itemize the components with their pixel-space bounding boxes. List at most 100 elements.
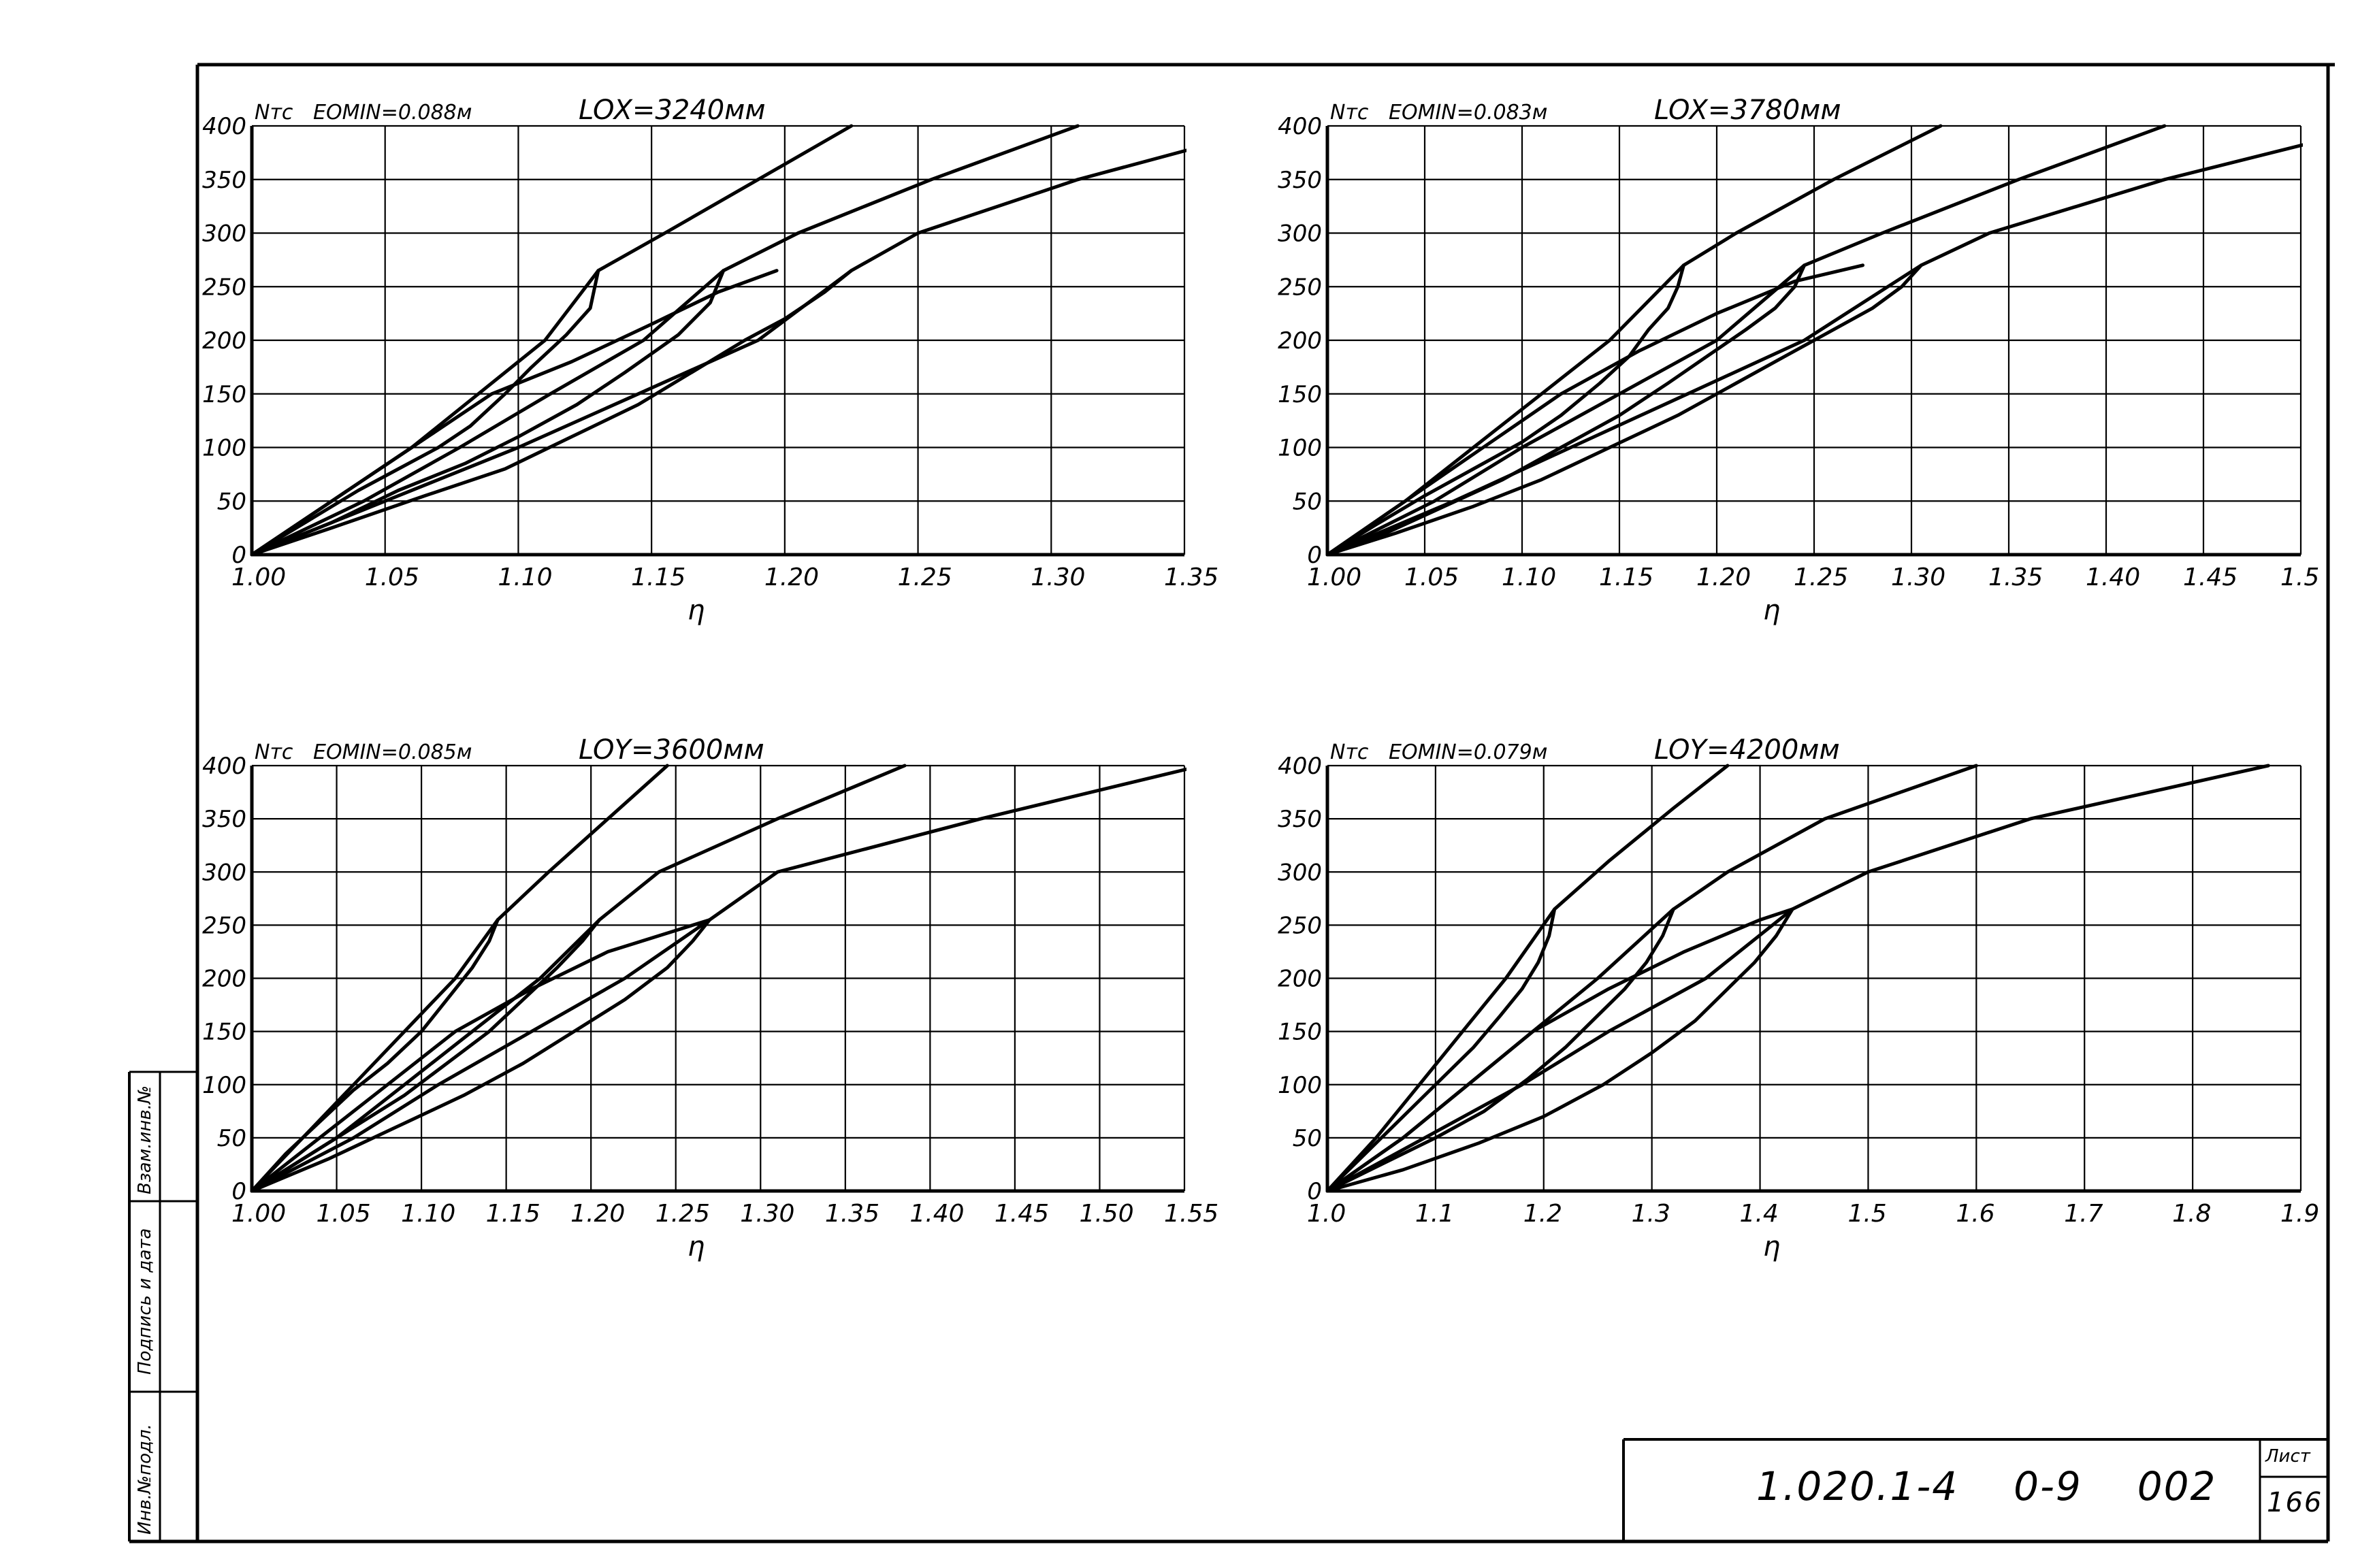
y-tick-label: 50 bbox=[1293, 1125, 1322, 1152]
x-tick-label: 1.10 bbox=[401, 1200, 455, 1228]
y-tick-label: 250 bbox=[202, 274, 246, 301]
x-tick-label: 1.40 bbox=[909, 1200, 964, 1228]
x-tick-label: 1.5 bbox=[1847, 1200, 1886, 1228]
y-tick-label: 0 bbox=[231, 1178, 246, 1205]
series-line-3 bbox=[250, 148, 1186, 557]
series-line-6 bbox=[1325, 263, 1807, 557]
x-tick-label: 1.15 bbox=[486, 1200, 540, 1228]
x-tick-label: 1.55 bbox=[1164, 1200, 1218, 1228]
drawing-code: 1.020.1-4 0-9 002 bbox=[1756, 1463, 2216, 1509]
x-tick-label: 1.35 bbox=[1164, 564, 1218, 591]
y-tick-label: 150 bbox=[202, 1019, 246, 1046]
series-line-7 bbox=[1325, 263, 1923, 557]
x-tick-label: 1.7 bbox=[2064, 1200, 2103, 1228]
drawing-code-part-2: 0-9 bbox=[2014, 1463, 2082, 1509]
y-tick-label: 400 bbox=[202, 753, 246, 780]
eomin-label: EOMIN=0.083м bbox=[1389, 101, 1547, 125]
x-tick-label: 1.30 bbox=[1031, 564, 1085, 591]
x-tick-label: 1.30 bbox=[740, 1200, 794, 1228]
x-tick-label: 1.05 bbox=[1404, 564, 1459, 591]
x-tick-label: 1.5 bbox=[2280, 564, 2319, 591]
y-tick-label: 350 bbox=[202, 806, 246, 833]
x-tick-label: 1.20 bbox=[764, 564, 819, 591]
series-line-5 bbox=[1325, 263, 1685, 557]
drawing-code-part-3: 002 bbox=[2137, 1463, 2217, 1509]
x-axis-label: η bbox=[1763, 1231, 1780, 1262]
series-line-1 bbox=[1325, 764, 1730, 1193]
series-line-7 bbox=[250, 269, 854, 557]
y-axis-header: Nтс bbox=[255, 101, 293, 125]
y-tick-label: 400 bbox=[1278, 113, 1322, 140]
x-tick-label: 1.00 bbox=[231, 564, 286, 591]
y-tick-label: 50 bbox=[217, 488, 246, 515]
x-tick-label: 1.10 bbox=[1502, 564, 1556, 591]
x-tick-label: 1.40 bbox=[2086, 564, 2140, 591]
x-tick-label: 1.25 bbox=[1794, 564, 1848, 591]
side-label-replacement: Взам.инв.№ bbox=[135, 1085, 155, 1194]
series-line-4 bbox=[1325, 263, 1864, 557]
series-line-7 bbox=[250, 918, 711, 1193]
series-line-7 bbox=[1325, 907, 1794, 1193]
y-tick-label: 0 bbox=[1307, 1178, 1322, 1205]
series-line-5 bbox=[250, 269, 600, 557]
x-tick-label: 1.45 bbox=[2183, 564, 2237, 591]
x-tick-label: 1.25 bbox=[898, 564, 952, 591]
eomin-label: EOMIN=0.088м bbox=[313, 101, 472, 125]
y-tick-label: 200 bbox=[1278, 327, 1322, 355]
y-tick-label: 0 bbox=[1307, 542, 1322, 569]
x-axis-label: η bbox=[1763, 595, 1780, 626]
series-line-2 bbox=[250, 764, 907, 1193]
y-tick-label: 300 bbox=[202, 220, 246, 248]
x-tick-label: 1.05 bbox=[317, 1200, 371, 1228]
x-tick-label: 1.4 bbox=[1740, 1200, 1779, 1228]
series-line-6 bbox=[250, 918, 602, 1193]
side-label-inventory: Инв.№подл. bbox=[135, 1424, 155, 1535]
y-tick-label: 100 bbox=[202, 435, 246, 462]
y-tick-label: 150 bbox=[1278, 381, 1322, 408]
eomin-label: EOMIN=0.079м bbox=[1389, 740, 1547, 764]
series-line-3 bbox=[250, 767, 1186, 1193]
y-tick-label: 50 bbox=[217, 1125, 246, 1152]
sheet-number: 166 bbox=[2267, 1487, 2323, 1518]
x-tick-label: 1.10 bbox=[498, 564, 552, 591]
series-line-6 bbox=[1325, 907, 1675, 1193]
y-tick-label: 200 bbox=[202, 966, 246, 993]
y-axis-header: Nтс bbox=[255, 740, 293, 764]
y-tick-label: 400 bbox=[202, 113, 246, 140]
x-tick-label: 1.3 bbox=[1632, 1200, 1670, 1228]
y-tick-label: 200 bbox=[1278, 966, 1322, 993]
y-tick-label: 100 bbox=[202, 1072, 246, 1099]
y-tick-label: 100 bbox=[1278, 435, 1322, 462]
chart-3: 1.00 1.05 1.10 1.15 1.20 1.25 1.30 1.35 1.40 1.45… bbox=[202, 734, 1218, 1262]
series-line-2 bbox=[250, 124, 1080, 557]
charts-layer: 1.00 1.05 1.10 1.15 1.20 1.25 1.30 1.3505010015… bbox=[202, 95, 2319, 1262]
y-tick-label: 350 bbox=[202, 167, 246, 194]
series-line-4 bbox=[250, 269, 779, 557]
series-line-3 bbox=[1325, 764, 2270, 1193]
y-tick-label: 150 bbox=[1278, 1019, 1322, 1046]
x-tick-label: 1.20 bbox=[1696, 564, 1751, 591]
y-tick-label: 250 bbox=[1278, 274, 1322, 301]
series-line-5 bbox=[1325, 907, 1557, 1193]
x-tick-label: 1.1 bbox=[1415, 1200, 1454, 1228]
chart-1: 1.00 1.05 1.10 1.15 1.20 1.25 1.30 1.35 0 50 100 15… bbox=[202, 95, 1218, 626]
drawing-code-part-1: 1.020.1-4 bbox=[1756, 1463, 1959, 1509]
y-tick-label: 300 bbox=[1278, 220, 1322, 248]
x-tick-label: 1.05 bbox=[365, 564, 419, 591]
series-line-2 bbox=[1325, 124, 2167, 557]
y-tick-label: 50 bbox=[1293, 488, 1322, 515]
y-tick-label: 0 bbox=[231, 542, 246, 569]
x-tick-label: 1.45 bbox=[995, 1200, 1049, 1228]
series-line-6 bbox=[250, 269, 726, 557]
x-tick-label: 1.00 bbox=[1307, 564, 1361, 591]
series-line-4 bbox=[1325, 907, 1794, 1193]
y-tick-label: 350 bbox=[1278, 806, 1322, 833]
x-tick-label: 1.35 bbox=[1988, 564, 2043, 591]
x-tick-label: 1.0 bbox=[1307, 1200, 1346, 1228]
x-tick-label: 1.00 bbox=[231, 1200, 286, 1228]
y-tick-label: 350 bbox=[1278, 167, 1322, 194]
y-tick-label: 200 bbox=[202, 327, 246, 355]
x-axis-label: η bbox=[688, 595, 705, 626]
